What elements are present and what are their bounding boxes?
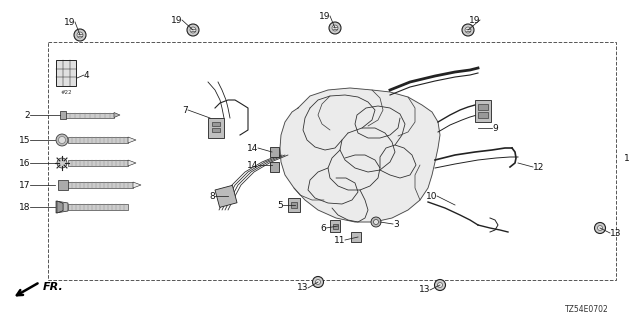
Text: 6: 6 <box>320 223 326 233</box>
Polygon shape <box>128 160 136 166</box>
Text: 17: 17 <box>19 180 30 189</box>
Text: TZ54E0702: TZ54E0702 <box>565 306 609 315</box>
Bar <box>60 111 66 119</box>
Text: 5: 5 <box>277 201 283 210</box>
Text: 19: 19 <box>63 18 75 27</box>
Bar <box>333 224 338 229</box>
Circle shape <box>435 279 445 291</box>
Circle shape <box>56 134 68 146</box>
Bar <box>351 232 361 242</box>
Polygon shape <box>280 88 440 222</box>
Circle shape <box>77 32 83 38</box>
Bar <box>48 42 616 280</box>
Polygon shape <box>57 201 63 213</box>
Circle shape <box>438 283 442 287</box>
Circle shape <box>190 27 196 33</box>
Bar <box>270 162 279 172</box>
Bar <box>208 118 224 138</box>
Bar <box>270 147 279 157</box>
Text: 16: 16 <box>19 158 30 167</box>
Bar <box>212 128 220 132</box>
Bar <box>68 160 128 166</box>
Text: 9: 9 <box>492 124 498 132</box>
Circle shape <box>58 137 65 143</box>
Text: 14: 14 <box>246 161 258 170</box>
Polygon shape <box>133 182 141 188</box>
Circle shape <box>371 217 381 227</box>
Bar <box>478 104 488 110</box>
Bar <box>288 198 300 212</box>
Text: 3: 3 <box>393 220 399 228</box>
Bar <box>212 122 220 126</box>
Circle shape <box>316 279 321 284</box>
Circle shape <box>312 276 323 287</box>
Bar <box>291 202 297 208</box>
Circle shape <box>595 222 605 234</box>
Circle shape <box>74 29 86 41</box>
Bar <box>68 182 133 188</box>
Bar <box>215 185 237 207</box>
Text: 10: 10 <box>426 191 437 201</box>
Polygon shape <box>114 113 120 117</box>
Circle shape <box>57 158 67 168</box>
Bar <box>56 60 76 86</box>
Text: 1: 1 <box>624 154 630 163</box>
Text: 12: 12 <box>533 163 545 172</box>
Polygon shape <box>56 201 68 213</box>
Text: 13: 13 <box>296 284 308 292</box>
Text: 4: 4 <box>84 70 90 79</box>
Circle shape <box>329 22 341 34</box>
Text: 19: 19 <box>170 15 182 25</box>
Bar <box>478 112 488 118</box>
Text: 19: 19 <box>468 15 480 25</box>
Text: 19: 19 <box>319 12 330 20</box>
Bar <box>68 204 128 210</box>
Text: #22: #22 <box>60 90 72 95</box>
Polygon shape <box>128 137 136 143</box>
Text: 15: 15 <box>19 135 30 145</box>
Bar <box>68 137 128 143</box>
Bar <box>66 113 114 117</box>
Circle shape <box>465 27 471 33</box>
Text: 13: 13 <box>610 228 621 237</box>
Circle shape <box>187 24 199 36</box>
Text: 2: 2 <box>24 110 30 119</box>
Bar <box>475 100 491 122</box>
Text: 11: 11 <box>333 236 345 244</box>
Circle shape <box>462 24 474 36</box>
Circle shape <box>332 25 338 31</box>
Polygon shape <box>57 201 63 213</box>
Text: 8: 8 <box>209 191 215 201</box>
Circle shape <box>374 220 378 225</box>
Bar <box>58 180 68 190</box>
Text: 18: 18 <box>19 203 30 212</box>
Text: 7: 7 <box>182 106 188 115</box>
Text: FR.: FR. <box>43 282 64 292</box>
Bar <box>330 220 340 232</box>
Text: 14: 14 <box>246 143 258 153</box>
Text: 13: 13 <box>419 285 430 294</box>
Circle shape <box>598 226 602 230</box>
